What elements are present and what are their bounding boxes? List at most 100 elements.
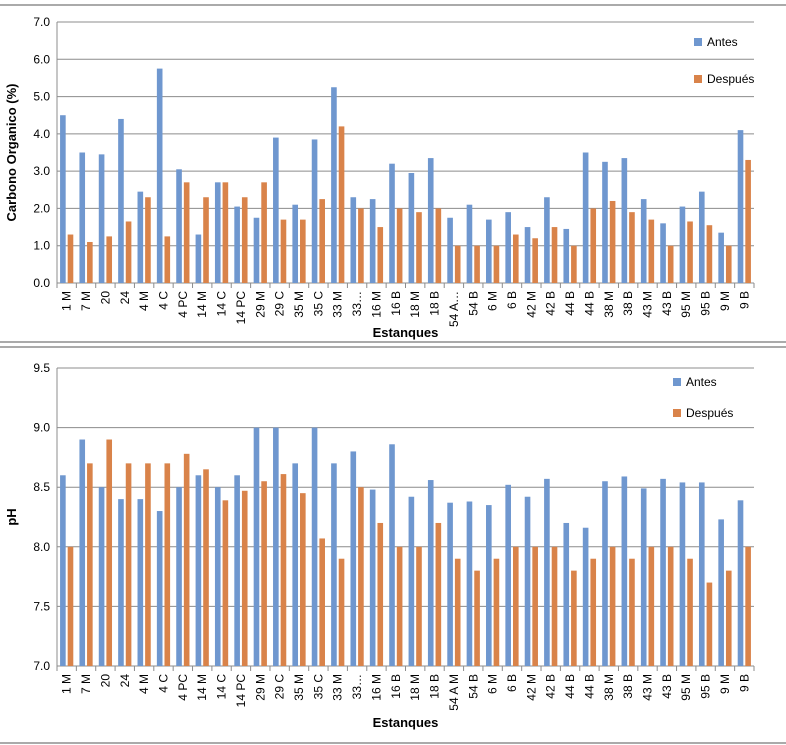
bar-antes [718, 519, 724, 666]
bar-antes [60, 475, 66, 666]
bar-despues [745, 159, 751, 283]
bar-antes [466, 501, 473, 666]
bar-despues [125, 221, 132, 283]
bar-antes [176, 487, 182, 666]
bar-antes [544, 197, 550, 283]
bar-antes [524, 227, 531, 283]
bar-despues [454, 245, 461, 283]
bar-antes [253, 427, 260, 666]
bar-despues [338, 126, 345, 284]
bar-despues [67, 234, 74, 283]
bar-antes [427, 158, 434, 283]
x-tick-label: 29 M [253, 674, 267, 701]
bar-despues [416, 546, 422, 666]
legend-swatch-despues [673, 409, 681, 417]
x-tick-label: 14 C [215, 674, 229, 700]
bar-despues [87, 241, 93, 283]
bar-antes [350, 197, 357, 283]
bar-antes [369, 489, 376, 666]
bar-despues [493, 558, 500, 666]
bar-antes [234, 475, 240, 666]
x-tick-label: 18 B [428, 291, 442, 316]
x-tick-label: 14 PC [234, 291, 248, 325]
y-tick-label: 6.0 [33, 52, 50, 66]
bar-despues [377, 522, 384, 666]
bar-despues [203, 469, 209, 666]
x-tick-label: 16 B [389, 291, 403, 316]
bar-despues [319, 199, 325, 283]
bar-antes [660, 478, 666, 666]
x-tick-label: 43 M [641, 674, 655, 701]
bar-antes [640, 488, 647, 666]
y-tick-label: 8.0 [33, 540, 50, 554]
x-tick-label: 9 M [718, 291, 732, 311]
bar-despues [377, 227, 384, 283]
bar-despues [300, 493, 306, 666]
x-tick-label: 54 B [466, 291, 480, 316]
bar-despues [261, 481, 267, 666]
bar-antes [389, 163, 395, 283]
x-tick-label: 24 [118, 674, 132, 688]
y-tick-label: 8.5 [33, 480, 50, 494]
bar-antes [156, 511, 163, 666]
y-axis-title: Carbono Organico (%) [4, 84, 19, 222]
x-tick-label: 7 M [79, 674, 93, 694]
x-tick-label: 18 M [408, 674, 422, 701]
bar-despues [358, 487, 364, 666]
bar-antes [253, 217, 260, 283]
bar-despues [261, 182, 267, 283]
bar-despues [648, 219, 655, 283]
bar-antes [214, 182, 221, 283]
x-tick-label: 43 B [660, 291, 674, 316]
x-tick-label: 35 C [311, 291, 325, 317]
bar-despues [493, 245, 500, 283]
bar-antes [273, 137, 279, 283]
bar-antes [60, 115, 66, 283]
bar-despues [725, 570, 732, 666]
bar-despues [416, 212, 422, 283]
bar-despues [241, 197, 248, 283]
bar-despues [125, 463, 132, 666]
x-tick-label: 4 PC [176, 674, 190, 701]
y-tick-label: 3.0 [33, 164, 50, 178]
bar-antes [311, 427, 318, 666]
x-tick-label: 6 M [486, 291, 500, 311]
legend-label-despues: Después [686, 406, 733, 420]
bar-despues [183, 453, 190, 666]
y-tick-label: 2.0 [33, 201, 50, 215]
x-tick-label: 38 M [602, 674, 616, 701]
x-tick-label: 4 PC [176, 291, 190, 318]
bar-despues [706, 225, 713, 283]
bar-antes [563, 522, 570, 666]
bar-despues [512, 234, 519, 283]
bar-despues [106, 236, 113, 283]
x-tick-label: 4 C [156, 291, 170, 310]
bar-antes [505, 484, 511, 666]
y-tick-label: 5.0 [33, 90, 50, 104]
x-tick-label: 95 B [699, 291, 713, 316]
bar-antes [486, 505, 492, 666]
bar-despues [629, 212, 635, 283]
legend-swatch-despues [694, 75, 702, 83]
bar-antes [698, 482, 705, 666]
bar-despues [222, 182, 229, 283]
x-tick-label: 14 PC [234, 674, 248, 708]
y-tick-label: 0.0 [33, 276, 50, 290]
bar-antes [98, 487, 105, 666]
bar-antes [544, 478, 550, 666]
y-tick-label: 1.0 [33, 239, 50, 253]
x-tick-label: 9 M [718, 674, 732, 694]
bar-despues [338, 558, 345, 666]
bar-antes [311, 139, 318, 283]
bar-despues [145, 197, 151, 283]
x-tick-label: 38 B [621, 291, 635, 316]
bar-antes [137, 191, 144, 283]
y-axis-title: pH [4, 508, 19, 525]
bar-despues [474, 570, 480, 666]
y-tick-label: 4.0 [33, 127, 50, 141]
x-tick-label: 33… [350, 674, 364, 699]
ph-chart: 7.0 7.5 8.0 8.5 9.0 9.5 1 M 7 M 20 24 4 M 4 C 4 PC 14… [0, 346, 786, 744]
bar-despues [183, 182, 190, 283]
bar-antes [582, 527, 589, 666]
bar-despues [571, 570, 577, 666]
